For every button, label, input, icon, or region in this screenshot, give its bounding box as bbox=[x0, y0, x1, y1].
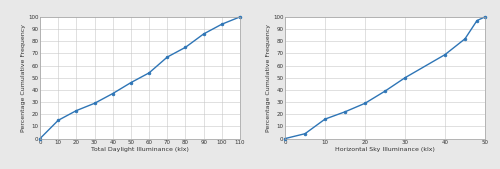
X-axis label: Horizontal Sky Illuminance (klx): Horizontal Sky Illuminance (klx) bbox=[335, 147, 435, 152]
Y-axis label: Percentage Cumulative Frequency: Percentage Cumulative Frequency bbox=[21, 24, 26, 132]
X-axis label: Total Daylight Illuminance (klx): Total Daylight Illuminance (klx) bbox=[91, 147, 189, 152]
Y-axis label: Percentage Cumulative Frequency: Percentage Cumulative Frequency bbox=[266, 24, 271, 132]
